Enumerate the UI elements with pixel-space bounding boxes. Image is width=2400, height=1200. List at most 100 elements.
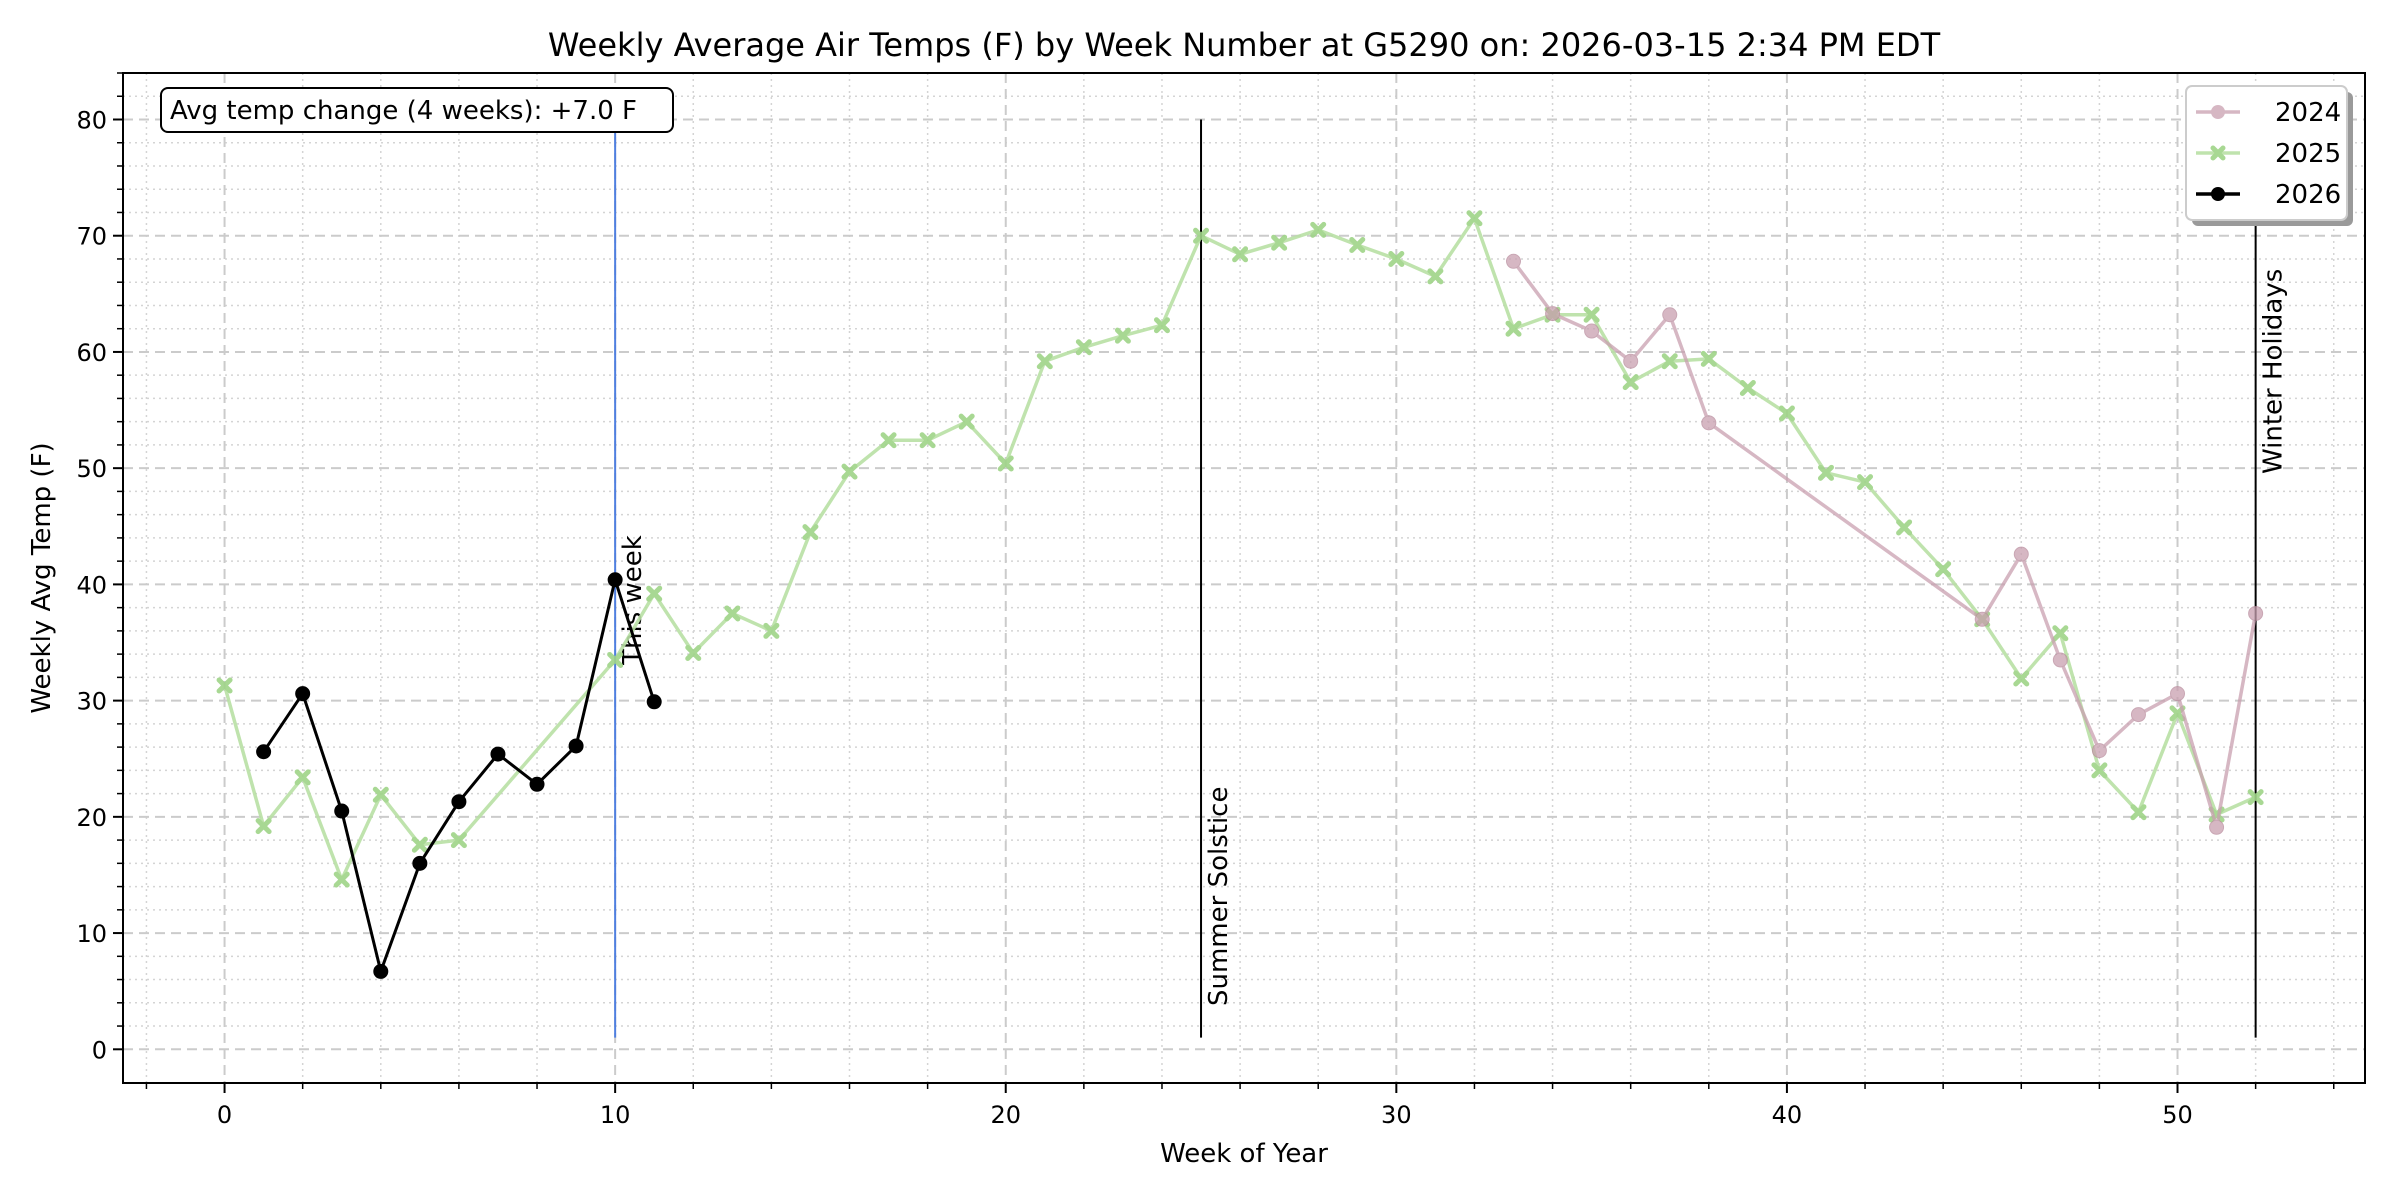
data-point-2024 bbox=[1701, 415, 1717, 431]
data-point-2024 bbox=[1584, 323, 1600, 339]
legend-marker bbox=[2211, 187, 2225, 201]
chart-title: Weekly Average Air Temps (F) by Week Num… bbox=[548, 26, 1941, 64]
vline-label: Winter Holidays bbox=[2259, 269, 2289, 474]
marker-stroke bbox=[255, 818, 272, 835]
data-point-2024 bbox=[2248, 605, 2264, 621]
marker-stroke bbox=[919, 432, 936, 449]
marker-stroke bbox=[1310, 221, 1327, 238]
data-point-2025 bbox=[333, 871, 350, 888]
marker-stroke bbox=[1271, 234, 1288, 251]
data-point-2025 bbox=[724, 605, 741, 622]
grid-minor bbox=[123, 72, 2365, 1083]
marker-stroke bbox=[958, 413, 975, 430]
data-point-2025 bbox=[1700, 350, 1717, 367]
marker-stroke bbox=[1661, 353, 1678, 370]
data-point-2026 bbox=[568, 738, 584, 754]
marker-stroke bbox=[372, 786, 389, 803]
marker-stroke bbox=[1896, 519, 1913, 536]
marker-stroke bbox=[646, 585, 663, 602]
data-point-2025 bbox=[2013, 670, 2030, 687]
data-point-2025 bbox=[1075, 339, 1092, 356]
data-point-2025 bbox=[1193, 227, 1210, 244]
marker-stroke bbox=[294, 769, 311, 786]
marker-stroke bbox=[1935, 561, 1952, 578]
x-tick-label: 50 bbox=[2162, 1101, 2193, 1129]
y-tick-label: 30 bbox=[76, 688, 107, 716]
marker-stroke bbox=[1622, 374, 1639, 391]
data-point-2024 bbox=[1974, 611, 1990, 627]
marker-stroke bbox=[2091, 762, 2108, 779]
data-point-2025 bbox=[411, 836, 428, 853]
data-point-2024 bbox=[2013, 546, 2029, 562]
data-point-2025 bbox=[1739, 379, 1756, 396]
data-point-2025 bbox=[1388, 250, 1405, 267]
data-point-2026 bbox=[646, 694, 662, 710]
data-point-2024 bbox=[2209, 819, 2225, 835]
data-point-2024 bbox=[1506, 253, 1522, 269]
x-tick-label: 30 bbox=[1381, 1101, 1412, 1129]
marker-stroke bbox=[333, 871, 350, 888]
data-point-2025 bbox=[1817, 464, 1834, 481]
marker-stroke bbox=[1778, 405, 1795, 422]
data-point-2025 bbox=[1622, 374, 1639, 391]
data-point-2025 bbox=[1896, 519, 1913, 536]
series-2025 bbox=[216, 210, 2264, 888]
data-point-2024 bbox=[1623, 353, 1639, 369]
y-tick-label: 20 bbox=[76, 804, 107, 832]
marker-stroke bbox=[450, 832, 467, 849]
data-point-2024 bbox=[1662, 307, 1678, 323]
marker-stroke bbox=[1466, 210, 1483, 227]
data-point-2025 bbox=[1114, 327, 1131, 344]
data-point-2024 bbox=[2170, 686, 2186, 702]
data-point-2025 bbox=[255, 818, 272, 835]
legend-marker bbox=[2210, 145, 2226, 161]
data-point-2025 bbox=[1271, 234, 1288, 251]
y-tick-label: 50 bbox=[76, 455, 107, 483]
marker-stroke bbox=[724, 605, 741, 622]
marker-stroke bbox=[2247, 789, 2264, 806]
data-point-2025 bbox=[2091, 762, 2108, 779]
axis-ticks: 0 10 20 30 40 50 0 10 20 30 40 50 60 70 80 bbox=[76, 72, 2335, 1129]
y-axis-label: Weekly Avg Temp (F) bbox=[27, 442, 57, 713]
marker-stroke bbox=[2130, 804, 2147, 821]
marker-stroke bbox=[607, 651, 624, 668]
data-point-2025 bbox=[802, 524, 819, 541]
data-point-2025 bbox=[450, 832, 467, 849]
data-point-2025 bbox=[294, 769, 311, 786]
data-point-2025 bbox=[841, 463, 858, 480]
marker-stroke bbox=[1232, 246, 1249, 263]
data-point-2025 bbox=[1427, 268, 1444, 285]
legend-label: 2026 bbox=[2275, 180, 2341, 210]
y-tick-label: 70 bbox=[76, 223, 107, 251]
data-point-2026 bbox=[412, 855, 428, 871]
y-tick-label: 60 bbox=[76, 339, 107, 367]
marker-stroke bbox=[1857, 474, 1874, 491]
plot-frame bbox=[122, 72, 2366, 1084]
y-tick-label: 80 bbox=[76, 106, 107, 134]
x-tick-label: 0 bbox=[217, 1101, 232, 1129]
data-point-2026 bbox=[451, 794, 467, 810]
data-point-2024 bbox=[2052, 652, 2068, 668]
marker-stroke bbox=[802, 524, 819, 541]
marker-stroke bbox=[997, 455, 1014, 472]
data-point-2024 bbox=[2130, 707, 2146, 723]
marker-stroke bbox=[1388, 250, 1405, 267]
marker-stroke bbox=[411, 836, 428, 853]
y-tick-label: 10 bbox=[76, 920, 107, 948]
legend-frame bbox=[2185, 85, 2348, 221]
data-point-2025 bbox=[1310, 221, 1327, 238]
data-point-2025 bbox=[372, 786, 389, 803]
data-point-2026 bbox=[334, 803, 350, 819]
x-tick-label: 10 bbox=[600, 1101, 631, 1129]
data-point-2025 bbox=[997, 455, 1014, 472]
data-point-2025 bbox=[1583, 306, 1600, 323]
marker-stroke bbox=[1075, 339, 1092, 356]
data-point-2025 bbox=[646, 585, 663, 602]
x-tick-label: 40 bbox=[1772, 1101, 1803, 1129]
marker-stroke bbox=[216, 677, 233, 694]
data-point-2025 bbox=[1857, 474, 1874, 491]
legend-item-2025 bbox=[2196, 145, 2240, 161]
marker-stroke bbox=[1700, 350, 1717, 367]
